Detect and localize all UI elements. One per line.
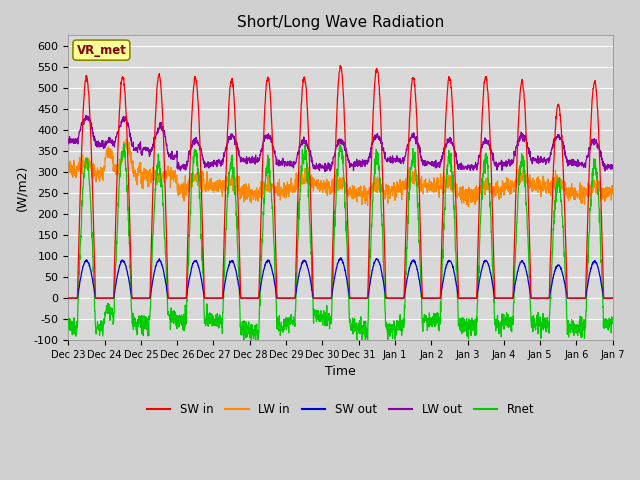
Title: Short/Long Wave Radiation: Short/Long Wave Radiation xyxy=(237,15,444,30)
Legend: SW in, LW in, SW out, LW out, Rnet: SW in, LW in, SW out, LW out, Rnet xyxy=(142,398,539,420)
Text: VR_met: VR_met xyxy=(76,44,126,57)
Y-axis label: (W/m2): (W/m2) xyxy=(15,165,28,211)
X-axis label: Time: Time xyxy=(325,365,356,379)
